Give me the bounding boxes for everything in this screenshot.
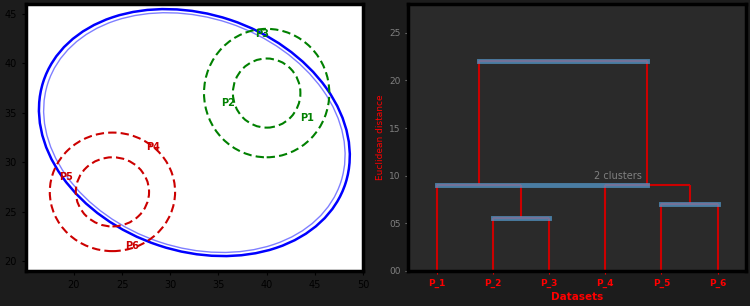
Text: P5: P5 xyxy=(59,172,73,182)
Text: P3: P3 xyxy=(255,29,268,39)
Text: P4: P4 xyxy=(146,142,160,152)
Text: P6: P6 xyxy=(124,241,139,251)
X-axis label: Datasets: Datasets xyxy=(551,292,603,302)
Text: P2: P2 xyxy=(221,98,235,108)
Text: 2 clusters: 2 clusters xyxy=(594,171,642,181)
Text: P1: P1 xyxy=(300,113,314,123)
Y-axis label: Euclidean distance: Euclidean distance xyxy=(376,95,386,180)
